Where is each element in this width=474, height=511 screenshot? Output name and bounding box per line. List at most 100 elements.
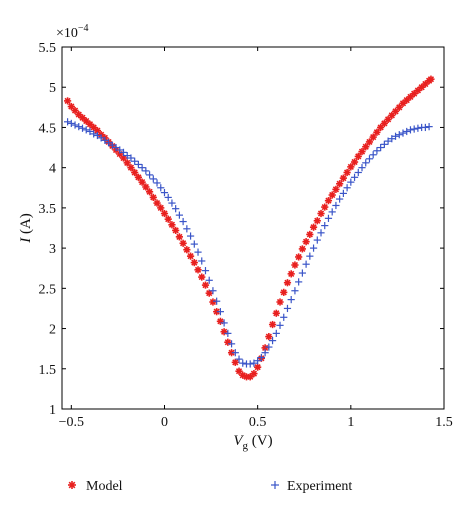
series-layer (63, 75, 435, 381)
x-tick-label: 1.5 (435, 415, 453, 430)
data-point-experiment (291, 287, 299, 295)
axis-ticks: −0.5 0 0.5 1 1.5 1 1.5 2 2.5 3 3.5 4 4.5 5 5.5 (39, 41, 453, 430)
data-point-experiment (354, 168, 362, 177)
data-point-experiment (239, 359, 247, 367)
data-point-model (298, 245, 306, 253)
data-point-model (134, 173, 142, 181)
data-point-experiment (246, 360, 254, 368)
data-point-experiment (410, 125, 418, 133)
data-point-model (309, 223, 318, 231)
data-point-model (317, 209, 325, 218)
data-point-experiment (272, 329, 280, 337)
data-point-experiment (145, 171, 154, 179)
data-point-experiment (373, 147, 381, 155)
data-point-experiment (313, 236, 321, 244)
data-point-experiment (183, 225, 191, 233)
data-point-model (339, 174, 347, 182)
data-point-experiment (78, 124, 87, 132)
data-point-model (153, 199, 161, 207)
x-axis-label: Vg (V) (233, 433, 272, 452)
data-point-model (205, 289, 213, 297)
data-point-experiment (406, 126, 415, 134)
data-point-model (127, 164, 135, 172)
data-point-experiment (82, 126, 90, 134)
data-point-model (336, 180, 344, 188)
data-point-model (369, 133, 377, 141)
data-point-model (131, 168, 139, 177)
data-point-experiment (190, 240, 198, 248)
data-point-model (186, 252, 195, 260)
data-point-model (201, 281, 210, 289)
data-point-experiment (298, 269, 306, 277)
y-tick-label: 3.5 (39, 202, 57, 217)
data-point-model (160, 209, 169, 218)
data-point-experiment (93, 131, 102, 140)
legend-experiment-symbol (271, 481, 279, 489)
data-point-experiment (380, 140, 388, 148)
data-point-model (291, 261, 299, 269)
data-point-model (198, 273, 206, 281)
y-tick-label: 2.5 (39, 282, 57, 297)
data-point-experiment (332, 201, 340, 210)
data-point-model (194, 266, 202, 274)
y-axis-label: I (A) (18, 213, 34, 244)
data-point-experiment (391, 132, 400, 140)
data-point-model (138, 178, 146, 186)
data-point-model (86, 120, 94, 128)
data-point-experiment (321, 221, 329, 230)
data-point-experiment (134, 160, 142, 169)
data-point-model (410, 90, 418, 98)
data-point-experiment (164, 193, 172, 202)
data-point-experiment (75, 123, 83, 131)
data-point-experiment (250, 359, 258, 367)
data-point-experiment (179, 217, 187, 226)
data-point-experiment (388, 135, 396, 143)
data-point-experiment (104, 139, 113, 147)
data-point-experiment (324, 214, 333, 222)
y-tick-label: 3 (49, 242, 56, 257)
data-point-model (302, 238, 310, 246)
data-point-model (287, 270, 295, 278)
data-point-experiment (213, 297, 221, 305)
data-point-experiment (268, 337, 277, 345)
data-point-model (209, 298, 217, 306)
data-point-experiment (175, 211, 183, 219)
data-point-experiment (97, 134, 105, 142)
data-point-model (427, 75, 435, 83)
legend-model-marker (68, 481, 76, 489)
data-point-model (362, 143, 370, 151)
data-point-model (268, 320, 277, 329)
data-point-model (149, 193, 157, 202)
data-point-experiment (216, 308, 224, 316)
data-point-experiment (309, 244, 318, 252)
data-point-model (403, 96, 411, 104)
data-point-experiment (227, 340, 236, 348)
data-point-experiment (142, 167, 150, 175)
data-point-experiment (201, 267, 210, 275)
data-point-experiment (194, 248, 202, 256)
data-point-model (175, 233, 183, 241)
data-point-experiment (295, 278, 303, 286)
data-point-model (283, 279, 292, 287)
legend-item-experiment: Experiment (271, 479, 352, 494)
data-point-experiment (369, 151, 377, 159)
data-point-model (373, 128, 381, 136)
data-point-model (295, 253, 303, 261)
data-point-model (321, 203, 329, 211)
data-point-experiment (157, 184, 165, 192)
data-point-model (63, 97, 72, 105)
y-tick-label: 5.5 (39, 41, 57, 56)
data-point-model (190, 258, 198, 267)
data-point-model (272, 309, 280, 317)
data-point-experiment (347, 178, 355, 186)
data-point-experiment (365, 155, 374, 163)
data-point-experiment (336, 195, 344, 203)
data-point-experiment (86, 127, 94, 136)
data-point-experiment (395, 131, 403, 139)
data-point-experiment (306, 252, 314, 260)
data-point-model (328, 191, 336, 199)
data-point-experiment (149, 175, 157, 183)
data-point-model (231, 358, 239, 366)
data-point-experiment (108, 141, 116, 149)
